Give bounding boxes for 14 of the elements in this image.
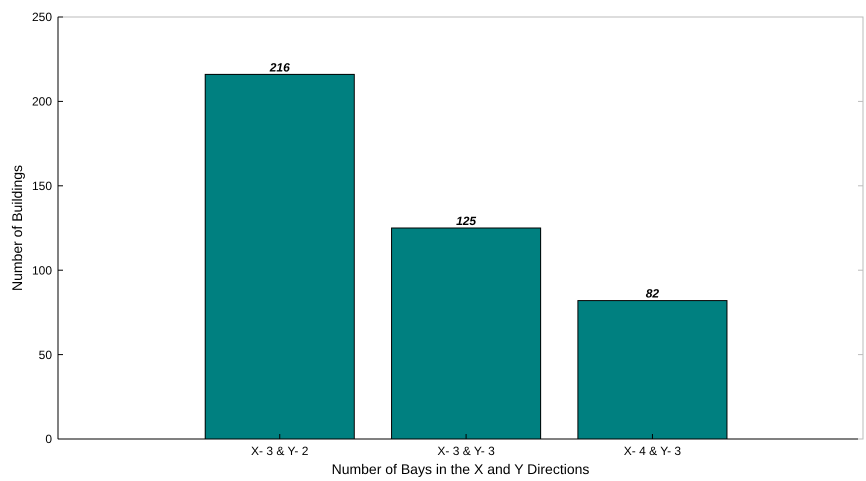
data-label: 82 bbox=[646, 286, 660, 301]
y-tick-label: 200 bbox=[32, 94, 52, 109]
y-tick-label: 100 bbox=[32, 263, 52, 278]
y-tick-label: 0 bbox=[45, 432, 52, 446]
y-tick-label: 150 bbox=[32, 179, 52, 193]
y-tick-label: 50 bbox=[38, 348, 52, 362]
x-tick-label: X- 3 & Y- 2 bbox=[251, 444, 309, 458]
data-label: 125 bbox=[456, 214, 476, 228]
x-axis-title: Number of Bays in the X and Y Directions bbox=[332, 461, 590, 477]
y-axis-title: Number of Buildings bbox=[9, 164, 25, 292]
y-tick-label: 250 bbox=[32, 10, 52, 24]
x-tick-label: X- 4 & Y- 3 bbox=[624, 444, 682, 458]
data-label: 216 bbox=[268, 60, 290, 74]
x-tick-label: X- 3 & Y- 3 bbox=[437, 444, 496, 458]
